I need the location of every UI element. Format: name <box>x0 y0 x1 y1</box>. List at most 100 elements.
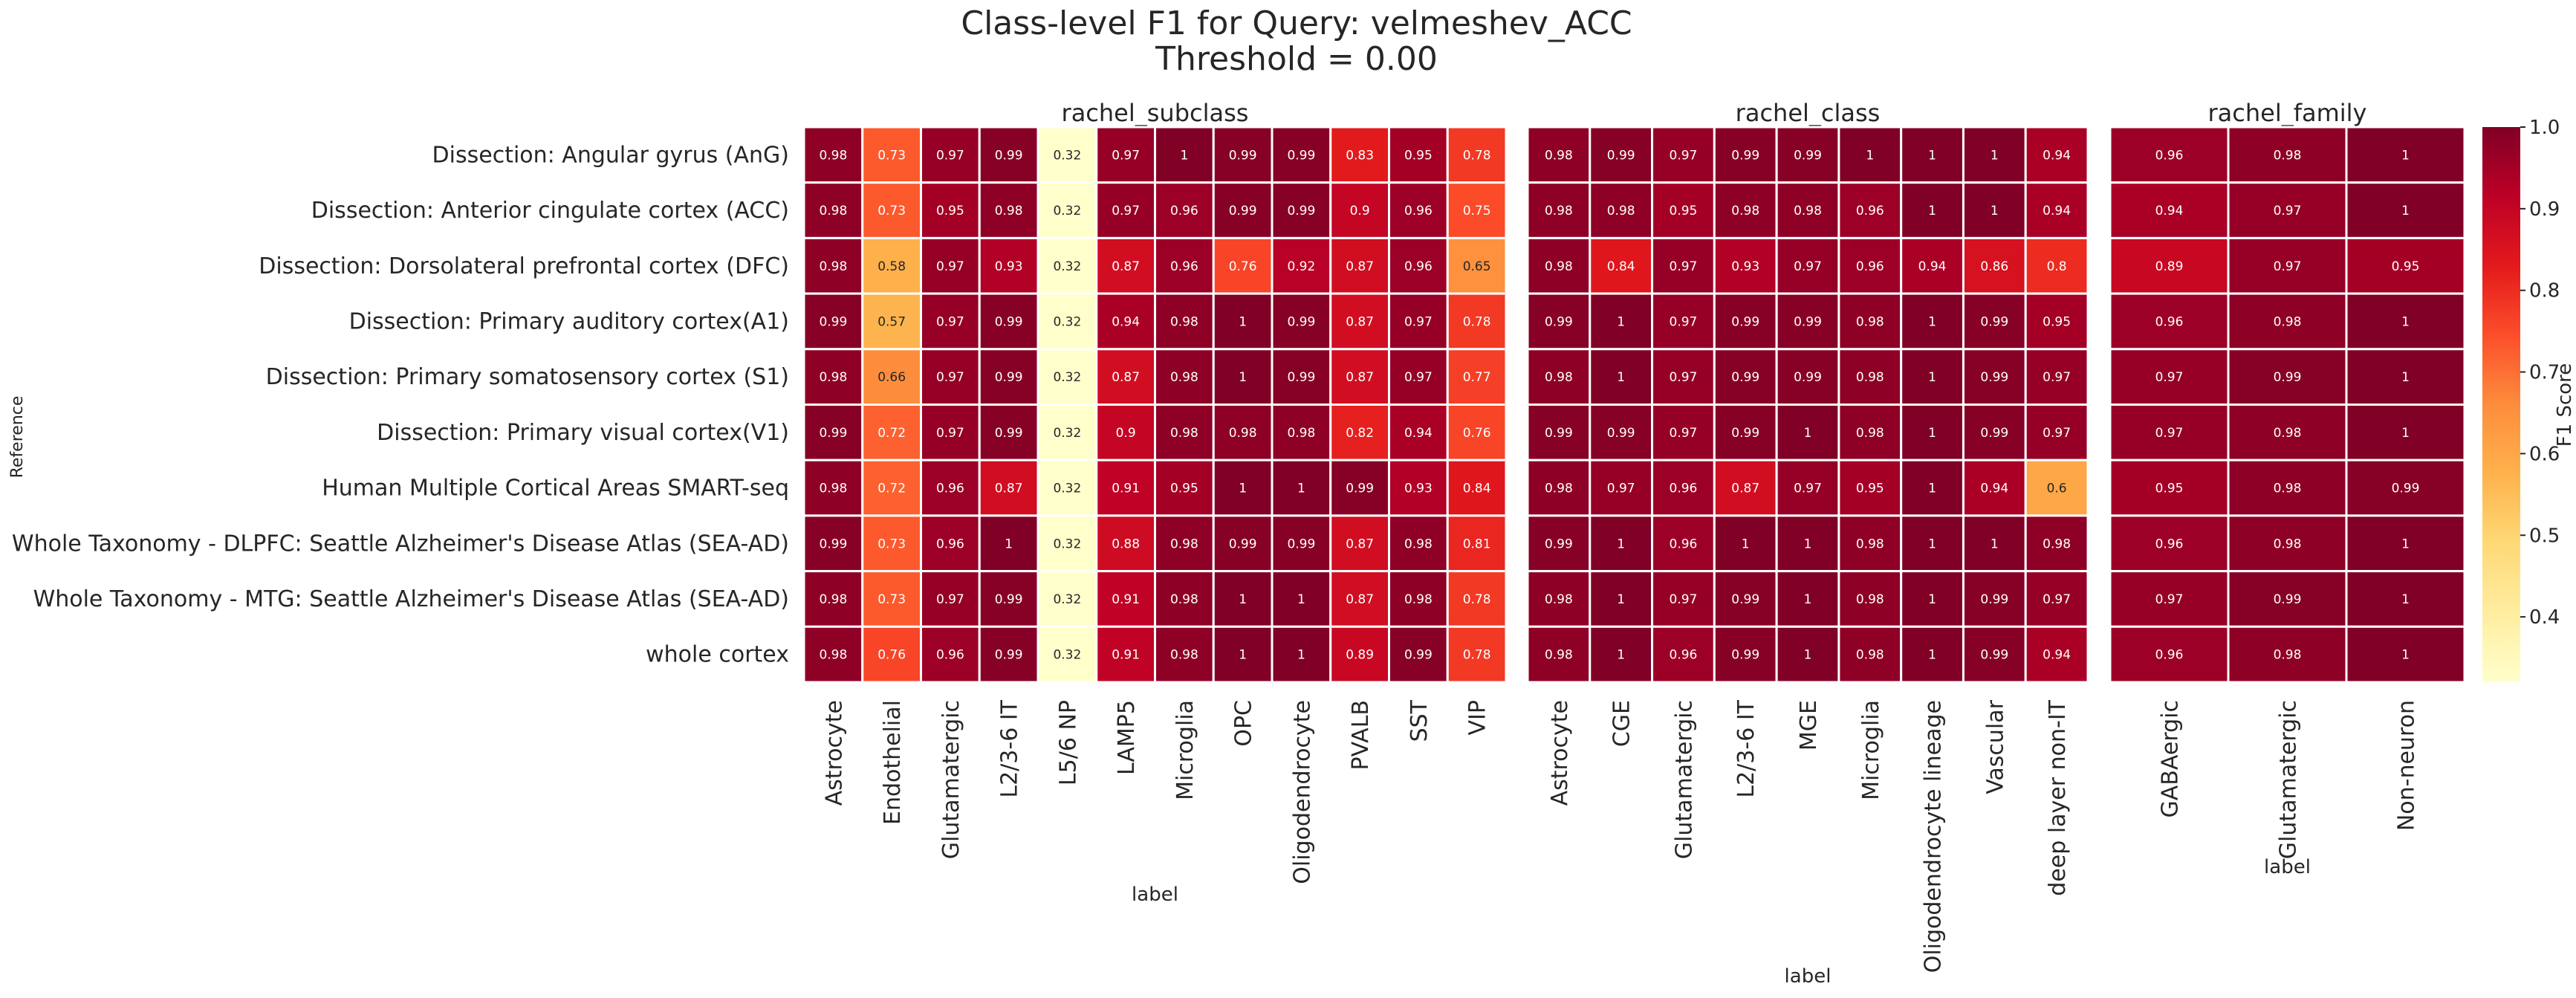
heatmap-cell <box>1900 625 1965 684</box>
cell-value-label: 0.97 <box>2043 592 2071 607</box>
cell-value-label: 1 <box>1928 314 1936 329</box>
cell-value-label: 0.99 <box>819 426 847 441</box>
cell-value-label: 0.82 <box>1346 426 1374 441</box>
heatmap-cell <box>2024 126 2089 184</box>
cell-value-label: 0.98 <box>1607 204 1635 218</box>
colorbar-tick-label: 0.6 <box>2529 443 2560 465</box>
cell-value-label: 0.97 <box>1794 259 1822 274</box>
cell-value-label: 0.98 <box>1545 204 1573 218</box>
cell-value-label: 0.97 <box>2155 426 2184 441</box>
heatmap-cell <box>1900 126 1965 184</box>
cell-value-label: 0.98 <box>1229 426 1257 441</box>
cell-value-label: 0.98 <box>1545 592 1573 607</box>
cell-value-label: 0.95 <box>1670 204 1698 218</box>
heatmap-cell <box>1095 348 1156 406</box>
cell-value-label: 1 <box>1180 148 1188 163</box>
column-label-pvalb: PVALB <box>1348 700 1374 771</box>
heatmap-cell <box>2345 348 2466 406</box>
cell-value-label: 0.98 <box>819 259 847 274</box>
cell-value-label: 0.89 <box>1346 648 1374 663</box>
cell-value-label: 0.9 <box>1116 426 1136 441</box>
cell-value-label: 0.77 <box>1463 370 1491 385</box>
cell-value-label: 0.97 <box>2043 370 2071 385</box>
cell-value-label: 1 <box>2401 426 2410 441</box>
heatmap-cell <box>978 514 1039 573</box>
heatmap-cell <box>1651 181 1716 239</box>
heatmap-cell <box>1775 625 1840 684</box>
heatmap-cell <box>1526 292 1592 351</box>
cell-value-label: 0.99 <box>2274 592 2302 607</box>
cell-value-label: 0.32 <box>1053 482 1081 496</box>
panel-x-axis-label: label <box>2264 856 2311 878</box>
heatmap-cell <box>861 181 922 239</box>
cell-value-label: 0.95 <box>1404 148 1433 163</box>
row-label-dissection-primary-auditory-cortex-a1: Dissection: Primary auditory cortex(A1) <box>349 308 789 334</box>
cell-value-label: 0.86 <box>1980 259 2008 274</box>
cell-value-label: 1 <box>1617 648 1625 663</box>
cell-value-label: 1 <box>2401 592 2410 607</box>
cell-value-label: 0.96 <box>1170 204 1198 218</box>
cell-value-label: 1 <box>1804 537 1812 551</box>
cell-value-label: 0.97 <box>2274 204 2302 218</box>
cell-value-label: 1 <box>1928 204 1936 218</box>
heatmap-cell <box>1388 514 1449 573</box>
heatmap-cell <box>802 459 864 517</box>
cell-value-label: 0.99 <box>1545 537 1573 551</box>
cell-value-label: 0.97 <box>1112 204 1140 218</box>
heatmap-cell <box>1446 181 1508 239</box>
heatmap-cell <box>1713 236 1778 295</box>
cell-value-label: 0.32 <box>1053 148 1081 163</box>
cell-value-label: 0.97 <box>1670 314 1698 329</box>
cell-value-label: 0.32 <box>1053 592 1081 607</box>
heatmap-cell <box>2109 126 2230 184</box>
cell-value-label: 1 <box>1742 537 1750 551</box>
cell-value-label: 0.99 <box>1545 314 1573 329</box>
column-label-vascular: Vascular <box>1982 699 2008 794</box>
row-labels: Dissection: Angular gyrus (AnG) Dissectio… <box>12 142 789 667</box>
cell-value-label: 0.98 <box>2274 148 2302 163</box>
heatmap-cell <box>1329 459 1390 517</box>
panel-title: rachel_family <box>2208 99 2367 127</box>
cell-value-label: 0.98 <box>1545 259 1573 274</box>
column-label-endothelial: Endothelial <box>880 700 906 825</box>
cell-value-label: 0.99 <box>1731 314 1759 329</box>
heatmap-cell <box>1589 570 1654 628</box>
cell-value-label: 0.32 <box>1053 204 1081 218</box>
cell-value-label: 0.99 <box>995 426 1023 441</box>
colorbar-tick-label: 0.5 <box>2529 525 2560 547</box>
heatmap-cell <box>1962 514 2027 573</box>
column-label-lamp5: LAMP5 <box>1114 700 1140 775</box>
cell-value-label: 0.78 <box>1463 314 1491 329</box>
cell-value-label: 0.96 <box>2155 148 2184 163</box>
cell-value-label: 0.98 <box>1170 314 1198 329</box>
cell-value-label: 0.99 <box>1794 370 1822 385</box>
heatmap-cell <box>2109 570 2230 628</box>
heatmap-cell <box>861 570 922 628</box>
heatmap-cell <box>1388 348 1449 406</box>
column-label-glutamatergic: Glutamatergic <box>938 700 964 859</box>
cell-value-label: 0.99 <box>1287 537 1315 551</box>
heatmap-cell <box>1589 292 1654 351</box>
cell-value-label: 0.9 <box>1350 204 1370 218</box>
cell-value-label: 0.99 <box>1731 592 1759 607</box>
row-label-whole-cortex: whole cortex <box>646 642 789 668</box>
heatmap-cell <box>1526 570 1592 628</box>
cell-value-label: 0.98 <box>1856 648 1884 663</box>
cell-value-label: 0.95 <box>1170 482 1198 496</box>
cell-value-label: 0.72 <box>877 426 906 441</box>
cell-value-label: 0.96 <box>936 648 964 663</box>
heatmap-cell <box>1775 348 1840 406</box>
heatmap-cell <box>2024 625 2089 684</box>
cell-value-label: 0.97 <box>1404 370 1433 385</box>
cell-value-label: 0.87 <box>995 482 1023 496</box>
heatmap-cell <box>861 459 922 517</box>
cell-value-label: 0.98 <box>819 204 847 218</box>
heatmap-cell <box>1526 126 1592 184</box>
cell-value-label: 0.89 <box>2155 259 2184 274</box>
heatmap-cell <box>1095 404 1156 461</box>
cell-value-label: 0.98 <box>819 592 847 607</box>
cell-value-label: 0.99 <box>1607 148 1635 163</box>
cell-value-label: 1 <box>1991 148 1999 163</box>
colorbar-tick-label: 0.7 <box>2529 362 2560 384</box>
cell-value-label: 0.98 <box>819 648 847 663</box>
